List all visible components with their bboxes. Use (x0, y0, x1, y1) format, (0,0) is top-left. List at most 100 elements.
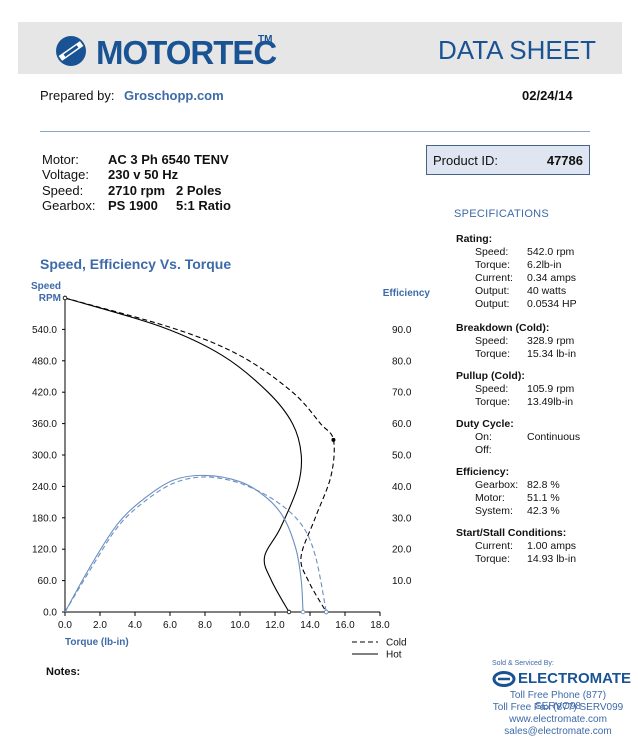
product-id-value: 47786 (546, 153, 583, 168)
footer-web-link[interactable]: www.electromate.com (509, 714, 607, 725)
start-current-value: 1.00 amps (527, 540, 577, 552)
series-end-point (300, 609, 306, 615)
breakdown-torque-value: 15.34 lb-in (527, 348, 577, 360)
y-left-axis-name: Speed (31, 281, 61, 292)
x-tick-label: 8.0 (198, 620, 212, 631)
voltage-label: Voltage: (42, 167, 89, 182)
left-tick-label: 420.0 (32, 388, 57, 399)
document-title: DATA SHEET (438, 35, 596, 65)
right-tick-label: 60.0 (392, 419, 412, 430)
footer-fax: Toll Free Fax (877) SERV099 (492, 702, 624, 713)
left-tick-label: 120.0 (32, 545, 57, 556)
rating-output-label-2: Output: (475, 298, 510, 310)
brand-logo: MOTORTEC TM (52, 32, 277, 72)
start-current-label: Current: (475, 540, 513, 552)
specifications-title: SPECIFICATIONS (454, 208, 550, 220)
series-end-point (324, 609, 329, 615)
efficiency-heading: Efficiency: (456, 466, 510, 478)
legend-label-hot: Hot (386, 650, 402, 661)
divider (40, 131, 590, 132)
x-tick-label: 12.0 (265, 620, 285, 631)
efficiency-motor-value: 51.1 % (527, 492, 560, 504)
x-tick-label: 18.0 (370, 620, 390, 631)
electromate-logo-icon (492, 671, 516, 687)
efficiency-system-label: System: (475, 505, 513, 517)
series-efficiency-hot (64, 474, 304, 613)
right-tick-label: 40.0 (392, 482, 412, 493)
efficiency-motor-label: Motor: (475, 492, 505, 504)
prepared-by-label: Prepared by: (40, 88, 115, 103)
pullup-torque-label: Torque: (475, 396, 511, 408)
series-speed-hot (64, 297, 303, 613)
breakdown-speed-value: 328.9 rpm (527, 335, 575, 347)
pullup-speed-label: Speed: (475, 383, 509, 395)
efficiency-gearbox-label: Gearbox: (475, 479, 519, 491)
voltage-value: 230 v 50 Hz (108, 167, 179, 182)
x-tick-label: 4.0 (128, 620, 142, 631)
motortec-logo-icon (56, 36, 86, 66)
duty-on-label: On: (475, 431, 492, 443)
pullup-speed-value: 105.9 rpm (527, 383, 575, 395)
right-tick-label: 10.0 (392, 576, 412, 587)
footer-email-link[interactable]: sales@electromate.com (504, 726, 612, 737)
ratio-value: 5:1 Ratio (176, 198, 231, 213)
breakdown-heading: Breakdown (Cold): (456, 322, 550, 334)
duty-cycle-heading: Duty Cycle: (456, 418, 514, 430)
gearbox-label: Gearbox: (42, 198, 96, 213)
rating-speed-label: Speed: (475, 246, 509, 258)
left-tick-label: 0.0 (43, 608, 57, 619)
x-tick-label: 2.0 (93, 620, 107, 631)
prepared-by-value: Groschopp.com (124, 88, 224, 103)
rating-torque-label: Torque: (475, 259, 511, 271)
footer-phone: Toll Free Phone (877) SERVO98 (509, 690, 607, 712)
speed-label: Speed: (42, 183, 84, 198)
right-tick-label: 90.0 (392, 325, 412, 336)
x-tick-label: 14.0 (300, 620, 320, 631)
left-tick-label: 180.0 (32, 513, 57, 524)
rating-output-label: Output: (475, 285, 510, 297)
breakdown-torque-label: Torque: (475, 348, 511, 360)
efficiency-gearbox-value: 82.8 % (527, 479, 560, 491)
left-tick-label: 60.0 (38, 576, 58, 587)
right-tick-label: 50.0 (392, 451, 412, 462)
right-tick-label: 70.0 (392, 388, 412, 399)
rating-heading: Rating: (456, 233, 493, 245)
pullup-heading: Pullup (Cold): (456, 370, 525, 382)
rating-current-value: 0.34 amps (527, 272, 577, 284)
x-tick-label: 0.0 (58, 620, 72, 631)
series-speed-cold (64, 297, 335, 613)
brand-name: MOTORTEC (96, 34, 277, 71)
right-tick-label: 30.0 (392, 513, 412, 524)
pullup-torque-value: 13.49lb-in (527, 396, 574, 408)
document-date: 02/24/14 (522, 88, 573, 103)
start-stall-heading: Start/Stall Conditions: (456, 527, 567, 539)
speed-efficiency-chart: 0.0 2.0 4.0 6.0 8.0 10.0 12.0 14.0 16.0 18.0 0.0 60… (31, 281, 431, 661)
gearbox-value: PS 1900 (108, 198, 158, 213)
header-banner (18, 22, 622, 74)
left-tick-label: 300.0 (32, 451, 57, 462)
series-efficiency-cold (64, 476, 327, 613)
x-tick-label: 6.0 (163, 620, 177, 631)
rating-output-watts: 40 watts (527, 285, 567, 297)
product-id-box: Product ID: 47786 (426, 145, 590, 175)
trademark-mark: TM (258, 34, 273, 45)
y-right-axis-name: Efficiency (383, 288, 431, 299)
sold-by-label: Sold & Serviced By: (492, 660, 554, 667)
breakdown-speed-label: Speed: (475, 335, 509, 347)
rating-current-label: Current: (475, 272, 513, 284)
x-tick-label: 16.0 (335, 620, 355, 631)
rating-output-hp: 0.0534 HP (527, 298, 577, 310)
left-tick-label: 360.0 (32, 419, 57, 430)
chart-title: Speed, Efficiency Vs. Torque (40, 256, 232, 272)
electromate-name: ELECTROMATE (518, 670, 632, 687)
start-torque-label: Torque: (475, 553, 511, 565)
duty-on-value: Continuous (527, 431, 581, 443)
motor-label: Motor: (42, 152, 79, 167)
series-end-point (286, 609, 292, 615)
y-left-axis-unit: RPM (39, 293, 61, 304)
duty-off-label: Off: (475, 444, 492, 456)
legend-label-cold: Cold (386, 638, 407, 649)
right-tick-label: 20.0 (392, 545, 412, 556)
rating-torque-value: 6.2lb-in (527, 259, 562, 271)
rating-speed-value: 542.0 rpm (527, 246, 575, 258)
